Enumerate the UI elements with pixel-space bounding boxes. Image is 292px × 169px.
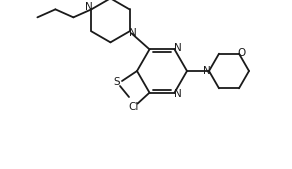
Text: N: N <box>84 2 92 12</box>
Text: N: N <box>174 89 181 99</box>
Text: O: O <box>238 48 246 58</box>
Text: Cl: Cl <box>128 102 139 112</box>
Text: S: S <box>114 77 120 87</box>
Text: N: N <box>203 66 211 76</box>
Text: N: N <box>174 43 181 53</box>
Text: N: N <box>128 28 136 38</box>
